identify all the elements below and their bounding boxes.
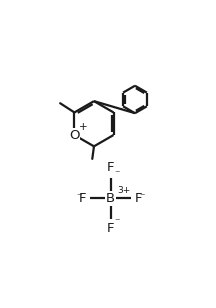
Text: ⁻: ⁻ <box>114 217 120 228</box>
Text: F: F <box>107 222 114 236</box>
Text: B: B <box>106 192 115 205</box>
Text: F: F <box>135 192 143 205</box>
Text: F: F <box>79 192 86 205</box>
Text: +: + <box>79 122 88 132</box>
Text: O: O <box>69 128 80 142</box>
Text: ⁻: ⁻ <box>139 192 145 202</box>
Text: ⁻: ⁻ <box>114 169 120 179</box>
Text: 3+: 3+ <box>117 186 130 195</box>
Text: F: F <box>107 161 114 174</box>
Text: ⁻: ⁻ <box>76 192 81 202</box>
